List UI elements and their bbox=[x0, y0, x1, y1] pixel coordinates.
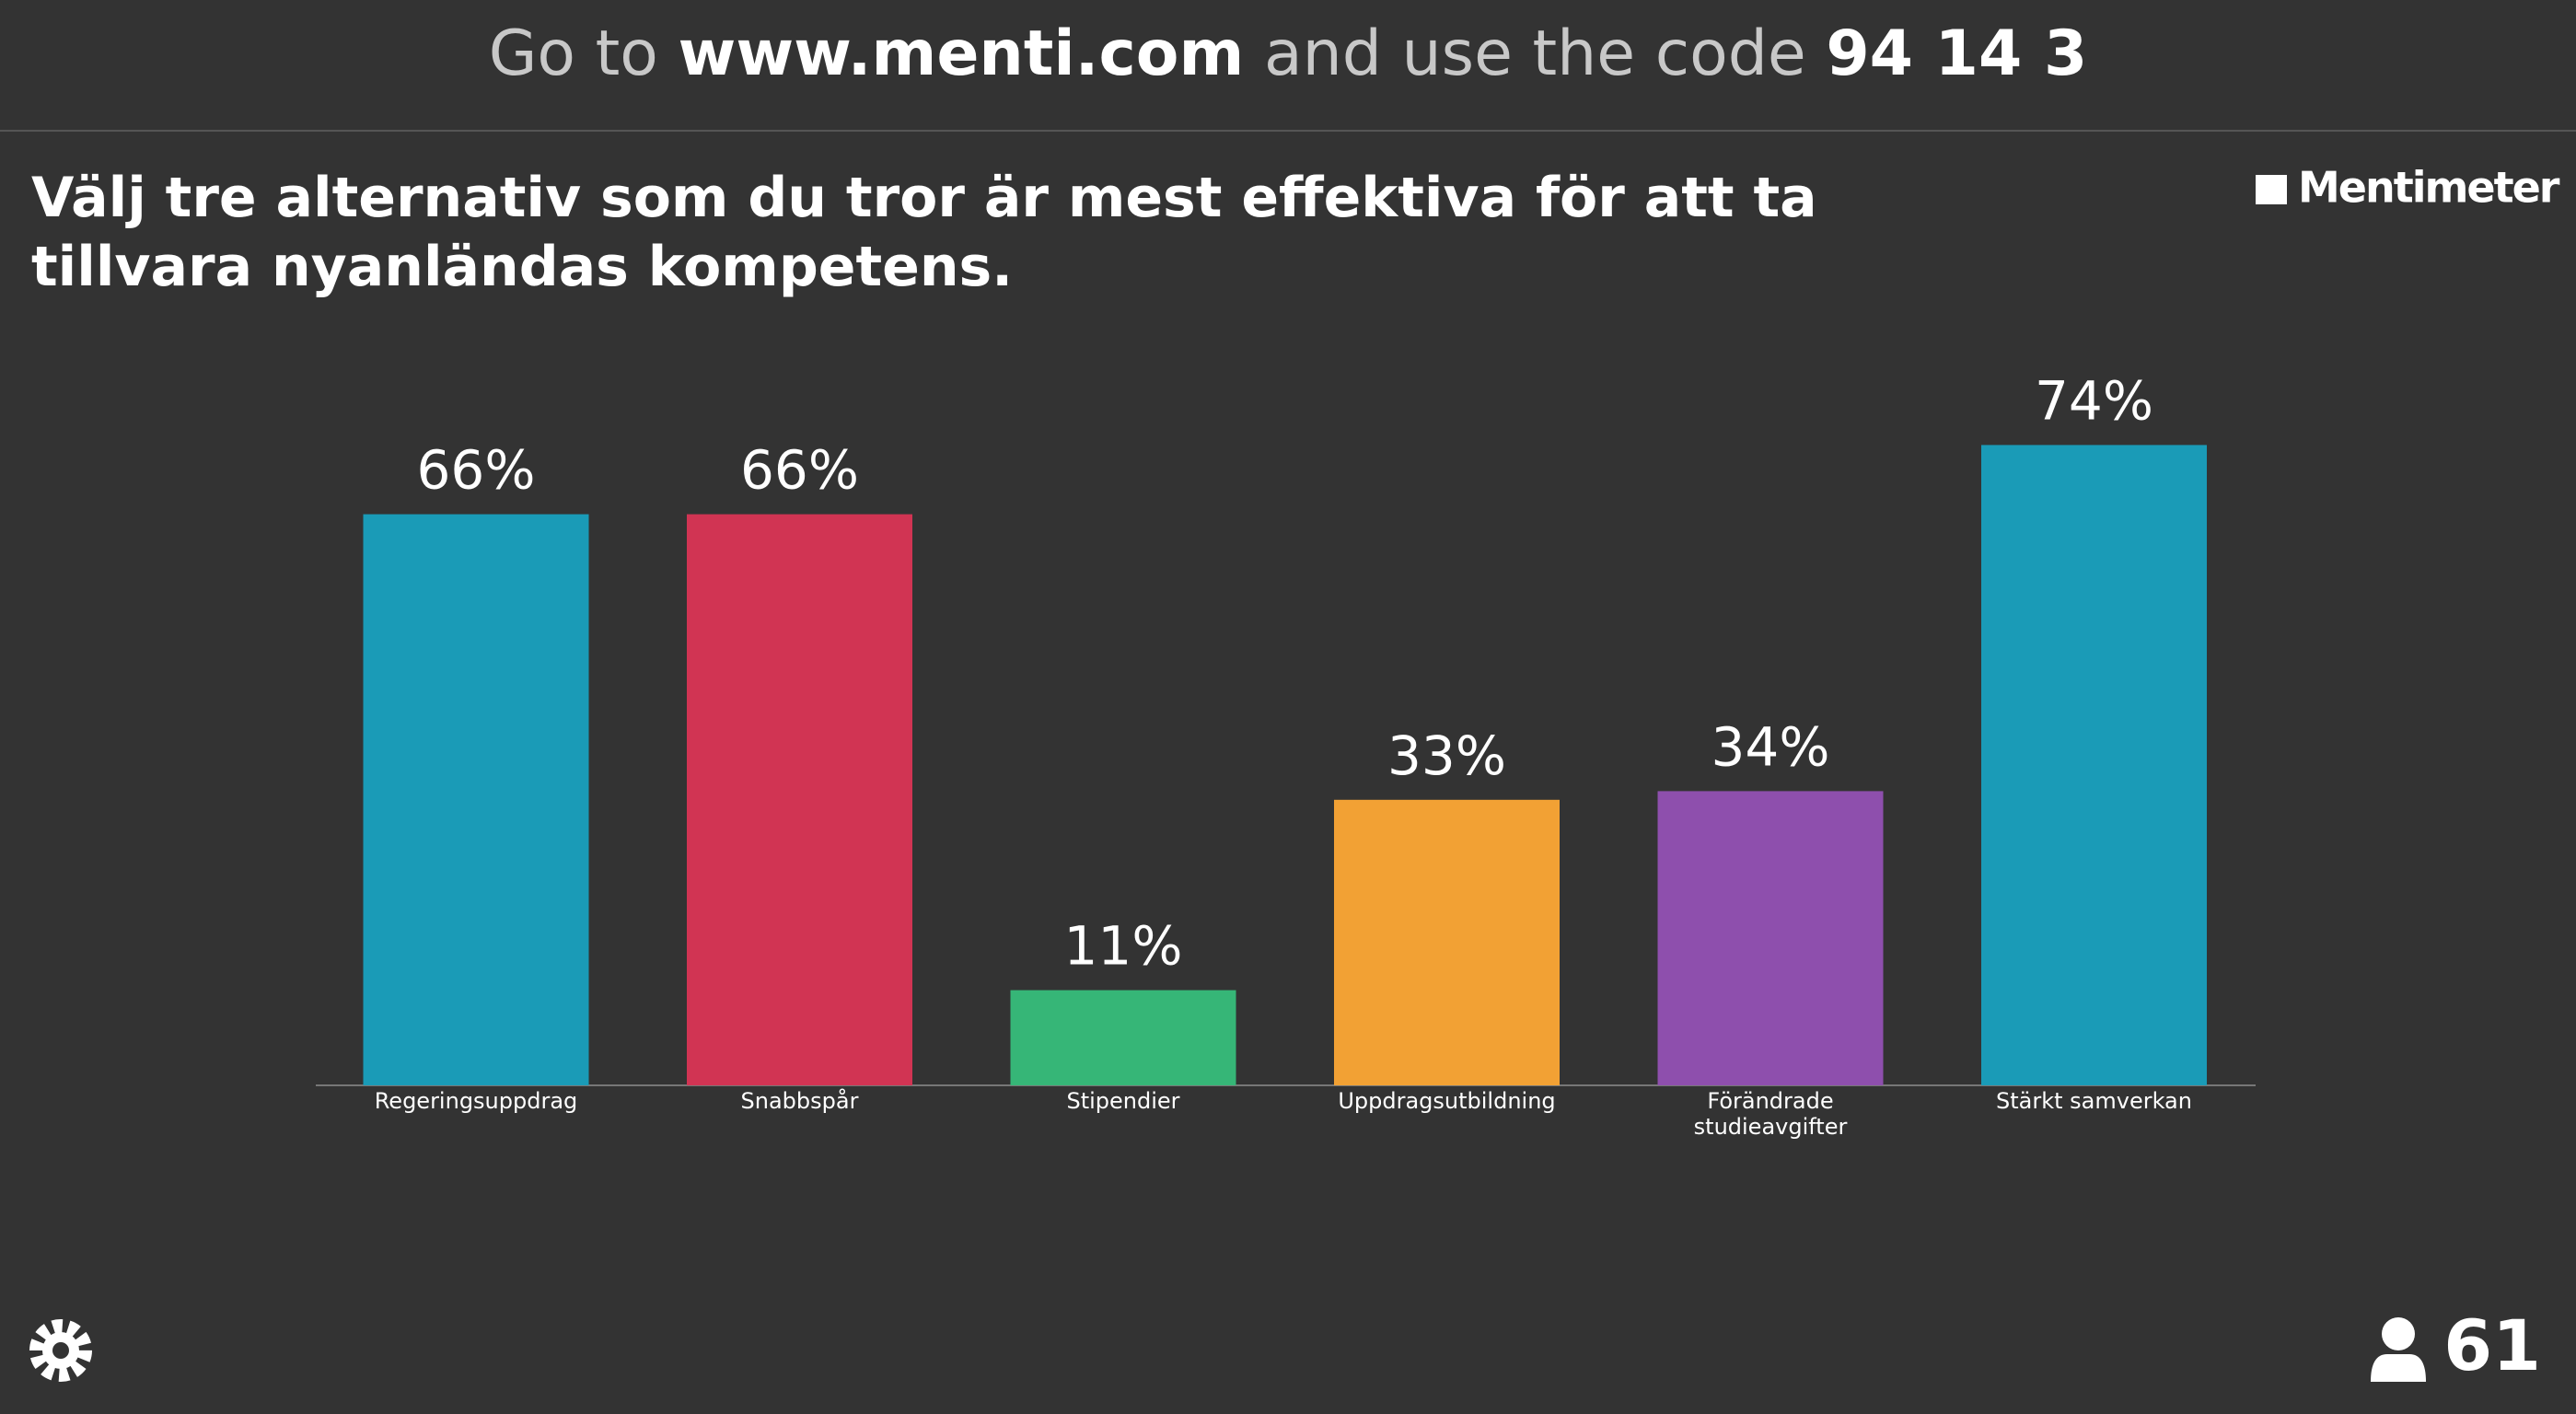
x-tick-label: Regeringsuppdrag bbox=[375, 1088, 578, 1114]
participants-icon bbox=[2371, 1317, 2426, 1382]
value-label: 34% bbox=[1712, 716, 1830, 779]
join-url[interactable]: www.menti.com bbox=[679, 17, 1245, 90]
x-tick-label: Förändrade studieavgifter bbox=[1694, 1088, 1848, 1140]
chart: 66% Regeringsuppdrag 66% Snabbspår 11% Stipen… bbox=[316, 370, 2256, 1140]
settings-button[interactable] bbox=[29, 1319, 92, 1382]
join-prefix: Go to bbox=[489, 17, 658, 90]
value-label: 74% bbox=[2035, 370, 2153, 433]
x-tick-label: Uppdragsutbildning bbox=[1338, 1088, 1555, 1114]
bar bbox=[1010, 990, 1236, 1085]
bar bbox=[363, 514, 589, 1085]
person-body bbox=[2371, 1354, 2426, 1382]
join-code: 94 14 3 bbox=[1826, 17, 2087, 90]
brand-name: Mentimeter bbox=[2298, 163, 2560, 213]
bar bbox=[687, 514, 912, 1085]
gear-hole bbox=[52, 1342, 69, 1359]
bar bbox=[1981, 445, 2207, 1085]
x-tick-label: Stärkt samverkan bbox=[1996, 1088, 2192, 1114]
value-label: 11% bbox=[1064, 915, 1183, 978]
value-label: 66% bbox=[740, 439, 859, 502]
person-head bbox=[2382, 1317, 2415, 1350]
x-tick-label: Snabbspår bbox=[741, 1087, 859, 1114]
bar bbox=[1334, 799, 1560, 1085]
participant-count: 61 bbox=[2443, 1304, 2541, 1386]
brand-icon bbox=[2256, 175, 2287, 204]
join-middle: and use the code bbox=[1264, 17, 1806, 90]
bar bbox=[1657, 791, 1884, 1085]
value-label: 66% bbox=[417, 439, 536, 502]
x-tick-label: Stipendier bbox=[1066, 1088, 1179, 1114]
chart-title: Välj tre alternativ som du tror är mest … bbox=[31, 166, 1817, 299]
join-instructions: Go to www.menti.com and use the code 94 … bbox=[489, 17, 2088, 90]
gear-teeth bbox=[29, 1319, 92, 1382]
brand-logo: Mentimeter bbox=[2256, 163, 2562, 213]
value-label: 33% bbox=[1387, 724, 1506, 787]
